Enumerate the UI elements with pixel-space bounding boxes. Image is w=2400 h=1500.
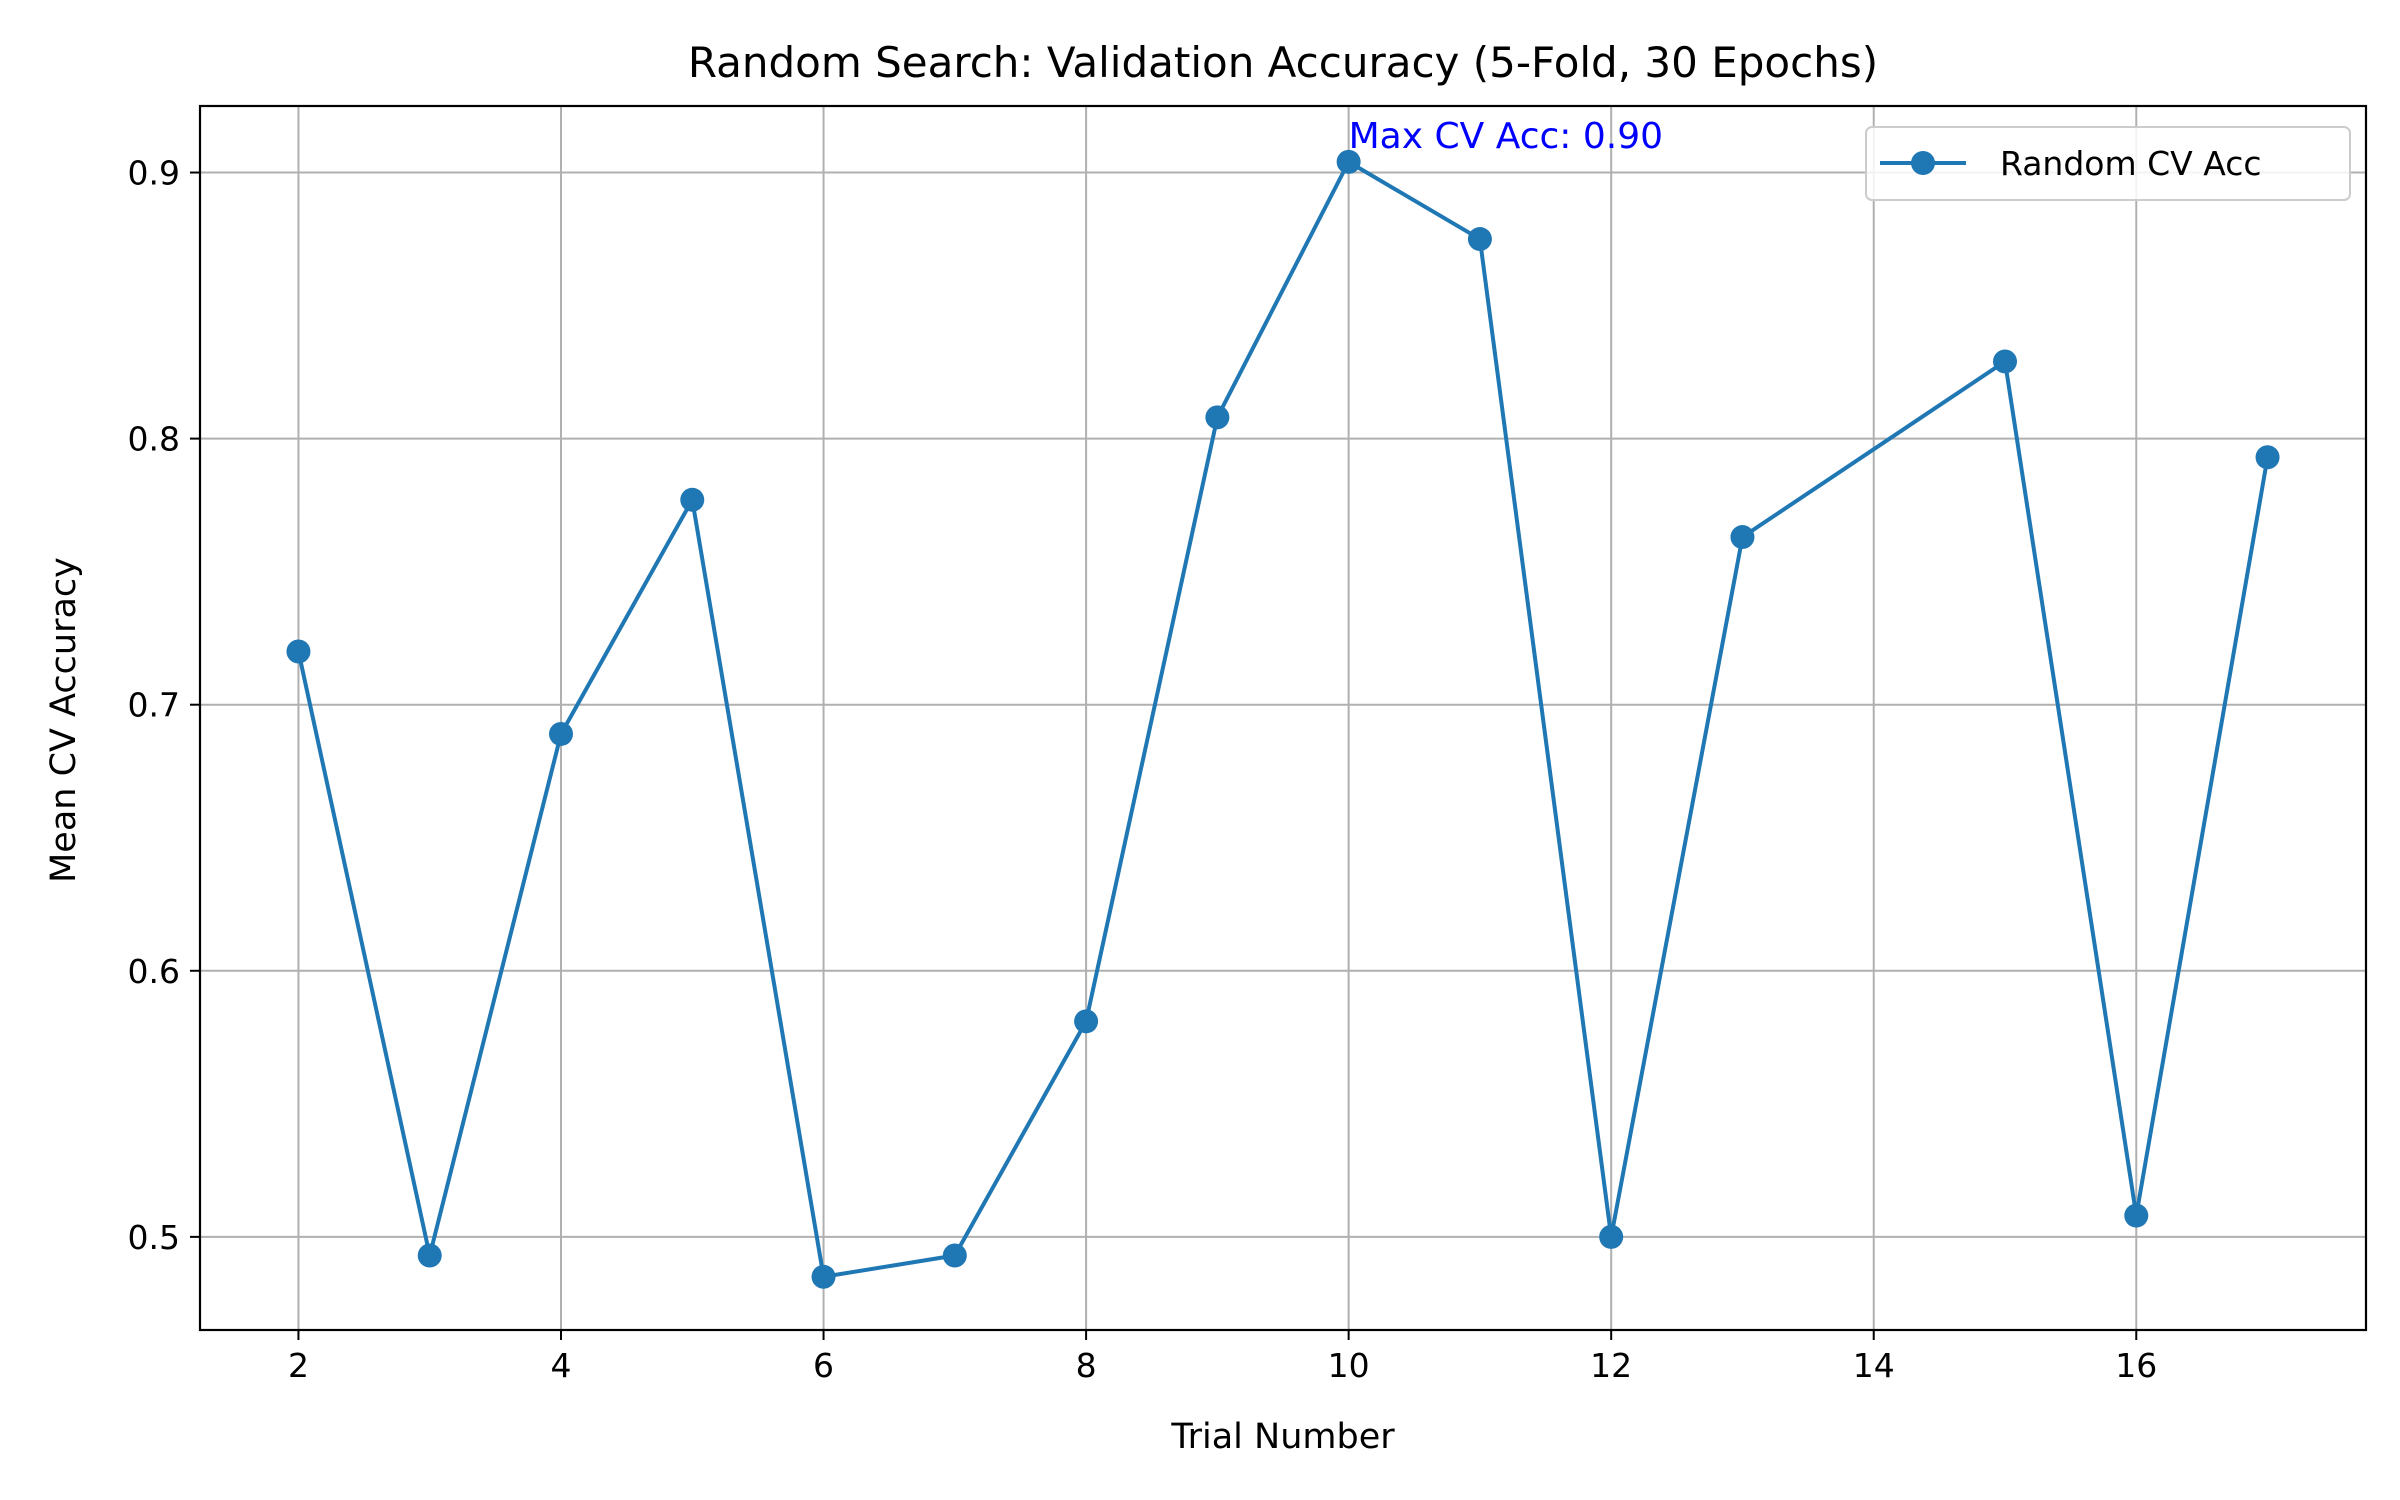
data-point <box>680 487 705 512</box>
data-point <box>1599 1224 1624 1249</box>
legend-label: Random CV Acc <box>2000 144 2262 183</box>
data-point <box>549 721 573 746</box>
max-annotation: Max CV Acc: 0.90 <box>1349 116 1663 157</box>
y-tick-label: 0.5 <box>128 1218 180 1257</box>
x-tick-label: 14 <box>1853 1346 1895 1385</box>
y-tick-label: 0.6 <box>128 952 180 991</box>
legend-box <box>1865 126 2351 201</box>
data-point <box>942 1243 967 1268</box>
plot-frame <box>198 104 2368 1332</box>
x-tick-label: 8 <box>1076 1346 1097 1385</box>
x-tick-label: 4 <box>551 1346 572 1385</box>
data-point <box>1730 525 1755 550</box>
legend-marker <box>1911 151 1935 175</box>
data-point <box>1074 1009 1099 1034</box>
legend: Random CV Acc <box>1865 126 2351 201</box>
y-axis-label: Mean CV Accuracy <box>44 557 84 883</box>
series-layer <box>286 149 2280 1289</box>
y-tick-label: 0.7 <box>128 686 180 725</box>
data-point <box>286 639 311 664</box>
x-tick-label: 12 <box>1590 1346 1632 1385</box>
data-point <box>2255 445 2280 470</box>
x-axis-label: Trial Number <box>1170 1417 1395 1457</box>
y-tick-label: 0.9 <box>128 154 180 193</box>
x-tick-label: 2 <box>288 1346 309 1385</box>
data-point <box>1336 149 1361 174</box>
data-point <box>811 1264 836 1289</box>
x-tick-label: 6 <box>813 1346 834 1385</box>
data-point <box>1467 227 1492 252</box>
x-tick-label: 16 <box>2115 1346 2157 1385</box>
data-point <box>417 1243 442 1268</box>
x-tick-label: 10 <box>1328 1346 1370 1385</box>
data-point <box>2124 1203 2149 1228</box>
chart-title: Random Search: Validation Accuracy (5-Fo… <box>688 38 1878 87</box>
ticks: 2 4 6 8 10 12 14 16 0.5 0.6 0.7 0.8 0.9 <box>128 154 2158 1385</box>
data-point <box>1205 405 1230 430</box>
y-tick-label: 0.8 <box>128 420 180 459</box>
data-point <box>1993 349 2017 374</box>
